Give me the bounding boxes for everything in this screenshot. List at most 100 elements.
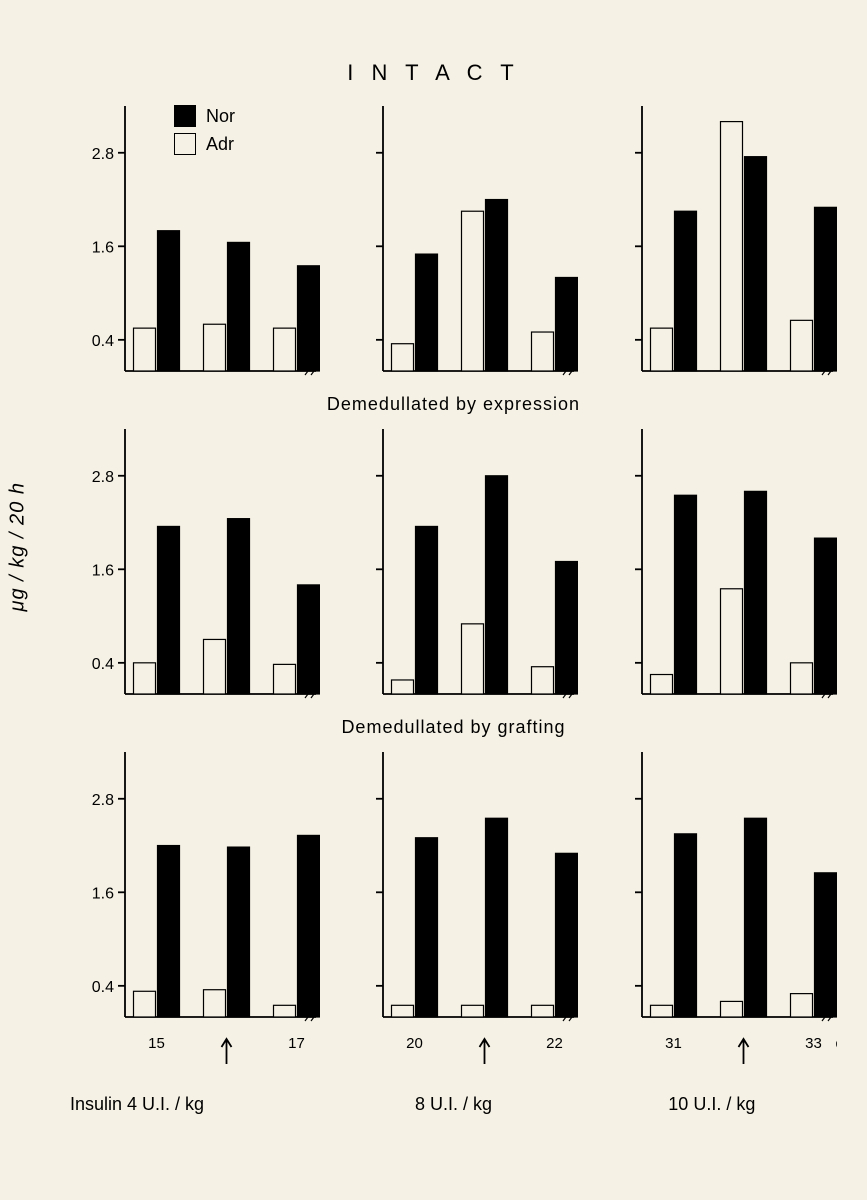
chart-row: 0.4 1.6 2.8 — [70, 419, 837, 709]
bar-adr — [720, 589, 742, 694]
main-title: I N T A C T — [30, 60, 837, 86]
chart-row: 0.4 1.6 2.8 — [70, 742, 837, 1032]
bar-nor — [228, 519, 250, 694]
bar-nor — [298, 266, 320, 371]
bar-nor — [556, 853, 578, 1017]
bar-adr — [274, 328, 296, 371]
bar-adr — [790, 320, 812, 371]
bar-nor — [228, 242, 250, 371]
chart-row: 0.4 1.6 2.8 — [70, 96, 837, 386]
y-tick-label: 0.4 — [92, 979, 114, 996]
x-day-label: 31 — [665, 1035, 682, 1052]
y-axis-label: μg / kg / 20 h — [7, 482, 30, 611]
bar-adr — [462, 624, 484, 694]
x-cell: 2022 — [328, 1034, 578, 1094]
chart-panel: 0.4 1.6 2.8 — [70, 96, 320, 386]
bar-nor — [228, 847, 250, 1017]
x-day-label: 33 — [805, 1035, 822, 1052]
y-tick-label: 2.8 — [92, 146, 114, 163]
bar-adr — [720, 1001, 742, 1017]
row-title: Demedullated by grafting — [70, 717, 837, 738]
panel-svg: 0.4 1.6 2.8 — [70, 96, 320, 386]
chart-panel — [587, 742, 837, 1032]
bar-adr — [532, 332, 554, 371]
bar-nor — [744, 157, 766, 371]
bar-adr — [532, 667, 554, 694]
bar-nor — [814, 538, 836, 694]
bar-adr — [392, 1005, 414, 1017]
bar-adr — [134, 328, 156, 371]
bar-nor — [674, 211, 696, 371]
bar-adr — [790, 994, 812, 1017]
arrow-up-icon — [480, 1039, 490, 1064]
panel-svg — [328, 96, 578, 386]
y-tick-label: 2.8 — [92, 469, 114, 486]
chart-panel — [587, 96, 837, 386]
panel-svg: 0.4 1.6 2.8 — [70, 419, 320, 709]
bar-nor — [674, 834, 696, 1017]
bar-adr — [392, 344, 414, 371]
chart-panel — [587, 419, 837, 709]
bar-adr — [790, 663, 812, 694]
bar-nor — [814, 207, 836, 371]
bar-adr — [274, 1005, 296, 1017]
arrow-up-icon — [222, 1039, 232, 1064]
arrow-up-icon — [738, 1039, 748, 1064]
y-tick-label: 0.4 — [92, 333, 114, 350]
panel-svg — [587, 419, 837, 709]
bar-adr — [650, 1005, 672, 1017]
x-day-label: 20 — [406, 1035, 423, 1052]
x-day-label: 22 — [546, 1035, 563, 1052]
insulin-row: Insulin 4 U.I. / kg 8 U.I. / kg 10 U.I. / … — [70, 1094, 837, 1115]
bar-nor — [814, 873, 836, 1017]
chart-panel: 0.4 1.6 2.8 — [70, 419, 320, 709]
days-label: days — [835, 1035, 837, 1052]
y-tick-label: 0.4 — [92, 656, 114, 673]
chart-panel — [328, 742, 578, 1032]
bar-nor — [674, 495, 696, 694]
x-day-label: 15 — [148, 1035, 165, 1052]
bar-nor — [416, 526, 438, 694]
x-axis-row: 151720223133days — [70, 1034, 837, 1094]
bar-nor — [158, 846, 180, 1017]
y-tick-label: 1.6 — [92, 239, 114, 256]
chart-panel — [328, 419, 578, 709]
y-tick-label: 2.8 — [92, 792, 114, 809]
bar-adr — [650, 328, 672, 371]
bar-nor — [416, 838, 438, 1017]
x-cell: 1517 — [70, 1034, 320, 1094]
bar-adr — [650, 675, 672, 694]
page: I N T A C T Nor Adr μg / kg / 20 h 0.41.… — [0, 0, 867, 1200]
bar-adr — [204, 639, 226, 694]
x-axis-svg: 31 33 days — [587, 1034, 837, 1078]
y-tick-label: 1.6 — [92, 562, 114, 579]
row-title: Demedullated by expression — [70, 394, 837, 415]
bar-adr — [274, 664, 296, 694]
bar-adr — [134, 663, 156, 694]
bar-nor — [158, 526, 180, 694]
bar-adr — [204, 990, 226, 1017]
y-tick-label: 1.6 — [92, 885, 114, 902]
insulin-dose-label: Insulin 4 U.I. / kg — [70, 1094, 320, 1115]
bar-adr — [204, 324, 226, 371]
insulin-dose-label: 8 U.I. / kg — [328, 1094, 578, 1115]
bar-nor — [158, 231, 180, 371]
x-axis-svg: 2022 — [328, 1034, 578, 1078]
x-cell: 31 33 days — [587, 1034, 837, 1094]
panel-svg — [587, 742, 837, 1032]
bar-nor — [298, 835, 320, 1017]
bar-adr — [392, 680, 414, 694]
bar-adr — [134, 991, 156, 1017]
bar-adr — [462, 211, 484, 371]
bar-nor — [486, 476, 508, 694]
insulin-dose-label: 10 U.I. / kg — [587, 1094, 837, 1115]
bar-nor — [416, 254, 438, 371]
chart-panel — [328, 96, 578, 386]
x-axis-svg: 1517 — [70, 1034, 320, 1078]
bar-nor — [486, 200, 508, 371]
panel-svg — [328, 419, 578, 709]
bar-nor — [744, 491, 766, 694]
x-day-label: 17 — [288, 1035, 305, 1052]
bar-nor — [744, 818, 766, 1017]
bar-adr — [462, 1005, 484, 1017]
